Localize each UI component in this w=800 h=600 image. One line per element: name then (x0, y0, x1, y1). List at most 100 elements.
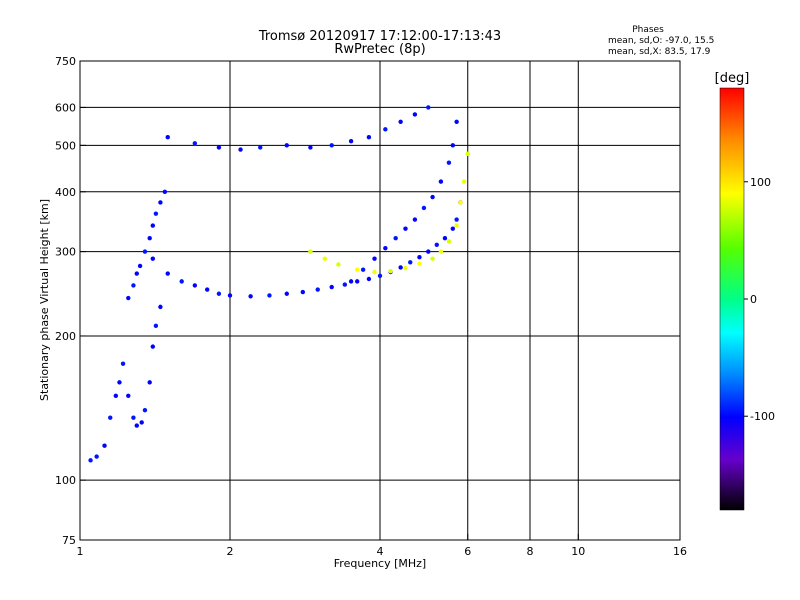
data-point (204, 287, 210, 292)
data-point (165, 271, 170, 276)
data-point (412, 112, 418, 117)
phase-stats-x: mean, sd,X: 83.5, 17.9 (608, 47, 711, 57)
y-tick-label: 400 (55, 186, 76, 199)
data-point (360, 267, 366, 272)
x-tick-label: 16 (673, 545, 687, 558)
data-point (216, 291, 222, 296)
data-point (238, 147, 243, 152)
data-point (102, 443, 107, 448)
data-point (408, 260, 413, 265)
data-point (342, 282, 348, 287)
data-point (426, 105, 431, 110)
data-point (117, 380, 122, 385)
data-point (284, 291, 289, 296)
data-point (417, 261, 422, 266)
x-axis-label: Frequency [MHz] (334, 557, 426, 570)
x-axis-ticks: 1 2 4 6 8 10 16 (77, 534, 687, 558)
data-point (284, 143, 289, 148)
data-point (372, 269, 377, 275)
chart-title-line2: RwPretec (8p) (334, 42, 425, 57)
data-point (348, 279, 354, 284)
data-point (158, 200, 163, 205)
data-point (147, 235, 152, 241)
x-tick-label: 8 (527, 545, 534, 558)
data-point (442, 235, 448, 241)
colorbar (719, 87, 745, 511)
data-point (165, 134, 170, 140)
data-point (446, 239, 452, 244)
data-point (458, 200, 463, 205)
data-point (126, 295, 131, 301)
y-tick-label: 200 (55, 330, 76, 343)
data-point (336, 262, 341, 267)
data-point (393, 235, 398, 241)
data-point (153, 323, 159, 329)
data-point (153, 211, 159, 216)
data-point (446, 160, 452, 165)
data-point (192, 141, 198, 146)
colorbar-tick-label: -100 (750, 410, 775, 423)
data-point (150, 344, 156, 349)
data-point (354, 267, 360, 272)
data-point (131, 415, 136, 420)
data-point (322, 256, 328, 261)
data-point (192, 283, 198, 288)
data-point (150, 223, 156, 228)
data-point (366, 276, 372, 282)
data-point (300, 289, 306, 295)
data-point (308, 249, 313, 254)
data-point (150, 256, 156, 261)
data-point (430, 256, 435, 261)
data-point (417, 255, 422, 260)
data-point (142, 249, 148, 254)
data-point (430, 194, 435, 200)
data-point (142, 407, 148, 413)
data-point (421, 205, 427, 211)
y-tick-label: 600 (55, 101, 76, 114)
data-point (131, 283, 136, 288)
colorbar-label: [deg] (715, 71, 750, 86)
data-point (348, 139, 354, 144)
data-point (354, 279, 360, 284)
data-point (147, 380, 152, 385)
data-point (134, 423, 139, 428)
data-point (465, 151, 470, 157)
data-point (126, 393, 131, 399)
data-point (329, 143, 334, 148)
data-point (134, 271, 139, 276)
data-point (438, 249, 444, 254)
data-point (426, 249, 431, 254)
y-axis-ticks: 75 100 200 300 400 500 600 750 (55, 55, 86, 547)
data-point (139, 420, 144, 425)
data-point (137, 263, 143, 269)
data-point (216, 145, 222, 150)
data-point (454, 119, 459, 124)
data-point (403, 226, 408, 231)
phase-stats-header: Phases (632, 25, 664, 35)
chart-title-line1: Tromsø 20120917 17:12:00-17:13:43 (258, 29, 501, 44)
data-point (398, 265, 403, 270)
colorbar-ticks: 100 0 -100 (744, 176, 775, 423)
data-point (398, 119, 403, 124)
data-point (120, 361, 126, 366)
data-point (315, 287, 320, 292)
data-point (388, 269, 393, 274)
data-point (248, 294, 253, 299)
data-point (113, 393, 119, 399)
data-point (461, 179, 467, 184)
data-point (403, 266, 408, 271)
y-tick-label: 300 (55, 246, 76, 259)
data-point (179, 279, 184, 284)
data-point (158, 304, 163, 310)
data-point (383, 127, 388, 132)
data-point (227, 293, 233, 298)
data-point (94, 454, 99, 459)
data-point (88, 458, 93, 463)
data-point (267, 293, 272, 298)
y-tick-label: 75 (62, 534, 76, 547)
data-point (162, 189, 168, 194)
data-point (383, 245, 388, 251)
colorbar-tick-label: 100 (750, 176, 771, 189)
data-point (450, 143, 456, 148)
data-point (434, 242, 439, 247)
